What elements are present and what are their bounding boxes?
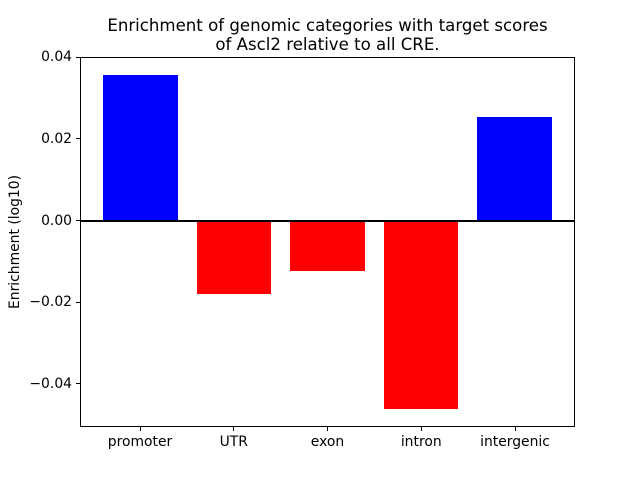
y-tick-label: 0.02	[41, 130, 72, 147]
x-tick-label: exon	[310, 434, 345, 450]
y-tick-label: −0.04	[29, 375, 72, 392]
x-tick-mark	[514, 427, 516, 431]
chart-title: Enrichment of genomic categories with ta…	[80, 16, 575, 55]
chart-title-line2: of Ascl2 relative to all CRE.	[215, 35, 440, 55]
y-axis-label: Enrichment (log10)	[7, 174, 23, 310]
x-tick-label: UTR	[219, 434, 248, 450]
x-tick-label: promoter	[107, 434, 173, 450]
y-tick-label: 0.00	[41, 212, 72, 229]
x-tick-mark	[139, 427, 141, 431]
y-tick-mark	[76, 56, 80, 58]
x-tick-mark	[327, 427, 328, 431]
y-tick-mark	[76, 383, 80, 385]
bar-promoter	[103, 74, 179, 221]
y-tick-mark	[76, 138, 80, 140]
bar-intron	[383, 220, 459, 410]
y-tick-mark	[76, 301, 80, 303]
x-tick-label: intergenic	[480, 434, 550, 450]
bar-UTR	[196, 220, 272, 294]
x-tick-mark	[420, 427, 422, 431]
y-tick-label: 0.04	[41, 49, 72, 66]
y-tick-label: −0.02	[29, 294, 72, 311]
y-tick-mark	[76, 220, 80, 222]
chart-title-line1: Enrichment of genomic categories with ta…	[107, 16, 548, 35]
x-tick-label: intron	[400, 434, 442, 450]
plot-area	[80, 57, 575, 427]
zero-line	[81, 219, 574, 222]
bar-intergenic	[476, 117, 552, 221]
bar-exon	[290, 220, 365, 272]
x-tick-mark	[233, 427, 235, 431]
